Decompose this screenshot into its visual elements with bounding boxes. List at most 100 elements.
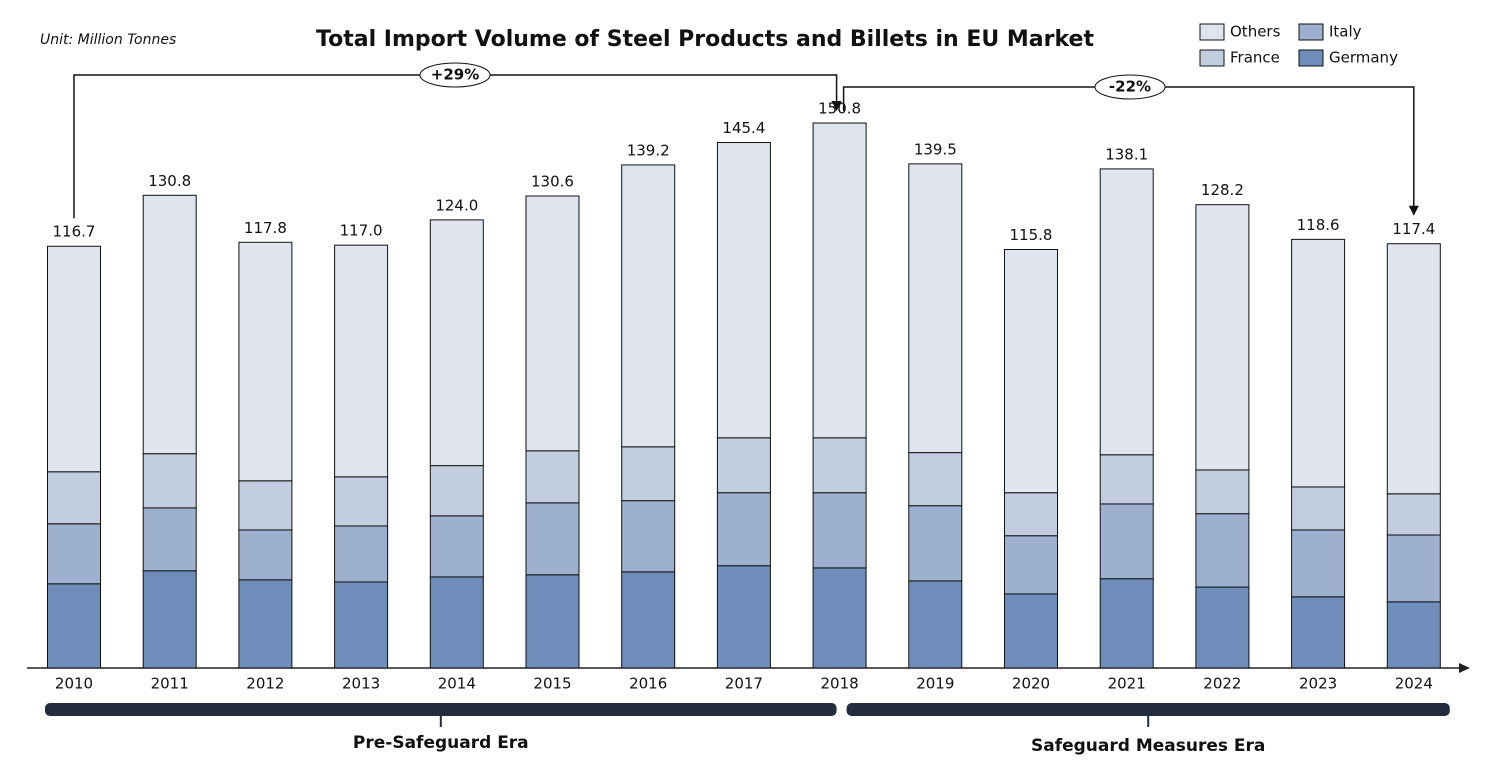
total-label: 139.2 [627,141,670,159]
bar-segment [47,523,101,585]
total-label: 117.0 [340,222,383,240]
bar-segment [716,142,771,439]
bar-segment [238,241,293,482]
bar-segment [812,567,867,669]
x-tick-label: 2019 [916,675,954,693]
bar-segment [525,502,580,576]
x-tick-label: 2010 [55,675,93,693]
legend-swatch [1298,49,1324,67]
x-tick-label: 2020 [1012,675,1050,693]
x-tick-label: 2013 [342,675,380,693]
bar-segment [142,507,197,572]
bar-segment [1004,492,1058,537]
bar-segment [142,194,197,455]
bar-segment [908,580,963,669]
bar-segment [716,565,771,669]
x-tick-label: 2012 [246,675,284,693]
era-label: Safeguard Measures Era [1031,736,1265,756]
era-bar [846,703,1450,716]
legend-label: Germany [1329,49,1398,67]
x-tick-label: 2011 [151,675,189,693]
bar-segment [47,245,101,473]
total-label: 117.8 [244,219,287,237]
bar-segment [525,195,580,452]
bar-segment [621,571,676,669]
bar-segment [238,529,293,581]
bar-segment [1291,486,1346,531]
bar-segment [1386,493,1441,536]
total-label: 138.1 [1105,145,1148,163]
legend-label: Others [1230,23,1281,41]
bar-segment [1195,586,1250,669]
bar-segment [908,452,963,507]
x-tick-label: 2016 [629,675,667,693]
x-tick-label: 2018 [821,675,859,693]
bar-segment [812,122,867,439]
x-tick-label: 2022 [1203,675,1241,693]
x-tick-label: 2015 [533,675,571,693]
era-label: Pre-Safeguard Era [353,733,529,753]
bar-segment [525,450,580,504]
total-label: 150.8 [818,100,861,118]
legend-swatch [1298,23,1324,41]
annotation-arrow [1408,205,1419,216]
bar-segment [1291,238,1346,488]
bar-segment [334,244,389,478]
total-label: 118.6 [1297,216,1340,234]
bar-segment [1099,454,1154,505]
total-label: 115.8 [1010,226,1053,244]
bar-segment [1291,596,1346,669]
bar-segment [47,471,101,525]
bar-segment [812,492,867,569]
annotation-bubble [419,62,491,88]
bar-segment [142,570,197,669]
bar-segment [1195,204,1250,471]
total-label: 130.6 [531,173,574,191]
legend-swatch [1199,23,1225,41]
bar-segment [716,492,771,567]
bar-segment [1004,535,1058,595]
bar-segment [334,525,389,583]
bar-segment [334,476,389,527]
bar-segment [142,453,197,509]
legend-label: France [1230,49,1280,67]
annotation-label: -22% [1109,78,1151,96]
x-axis-arrow [1459,663,1470,673]
bar-segment [429,576,484,669]
total-label: 128.2 [1201,181,1244,199]
legend-label: Italy [1329,23,1362,41]
unit-label: Unit: Million Tonnes [40,32,176,48]
bar-segment [1386,534,1441,603]
chart-title: Total Import Volume of Steel Products an… [316,27,1094,52]
total-label: 117.4 [1392,220,1435,238]
bar-segment [238,480,293,531]
bar-segment [429,515,484,578]
bar-segment [1195,469,1250,515]
era-bar [45,703,837,716]
bar-segment [429,219,484,467]
bar-segment [1004,248,1058,494]
bar-segment [1004,593,1058,669]
annotation-label: +29% [431,66,479,84]
annotation-bubble [1094,74,1166,100]
total-label: 130.8 [148,172,191,190]
bar-segment [1099,578,1154,669]
bar-segment [812,437,867,494]
total-label: 145.4 [722,119,765,137]
bar-segment [47,583,101,669]
bar-segment [621,446,676,502]
x-tick-label: 2023 [1299,675,1337,693]
bar-segment [908,505,963,582]
total-label: 139.5 [914,140,957,158]
bar-segment [525,574,580,669]
bar-segment [1099,168,1154,456]
bar-segment [621,164,676,448]
bar-segment [716,437,771,494]
bar-segment [621,500,676,573]
bar-segment [1386,243,1441,495]
x-tick-label: 2024 [1395,675,1433,693]
bar-segment [334,581,389,669]
x-tick-label: 2021 [1108,675,1146,693]
x-tick-label: 2017 [725,675,763,693]
